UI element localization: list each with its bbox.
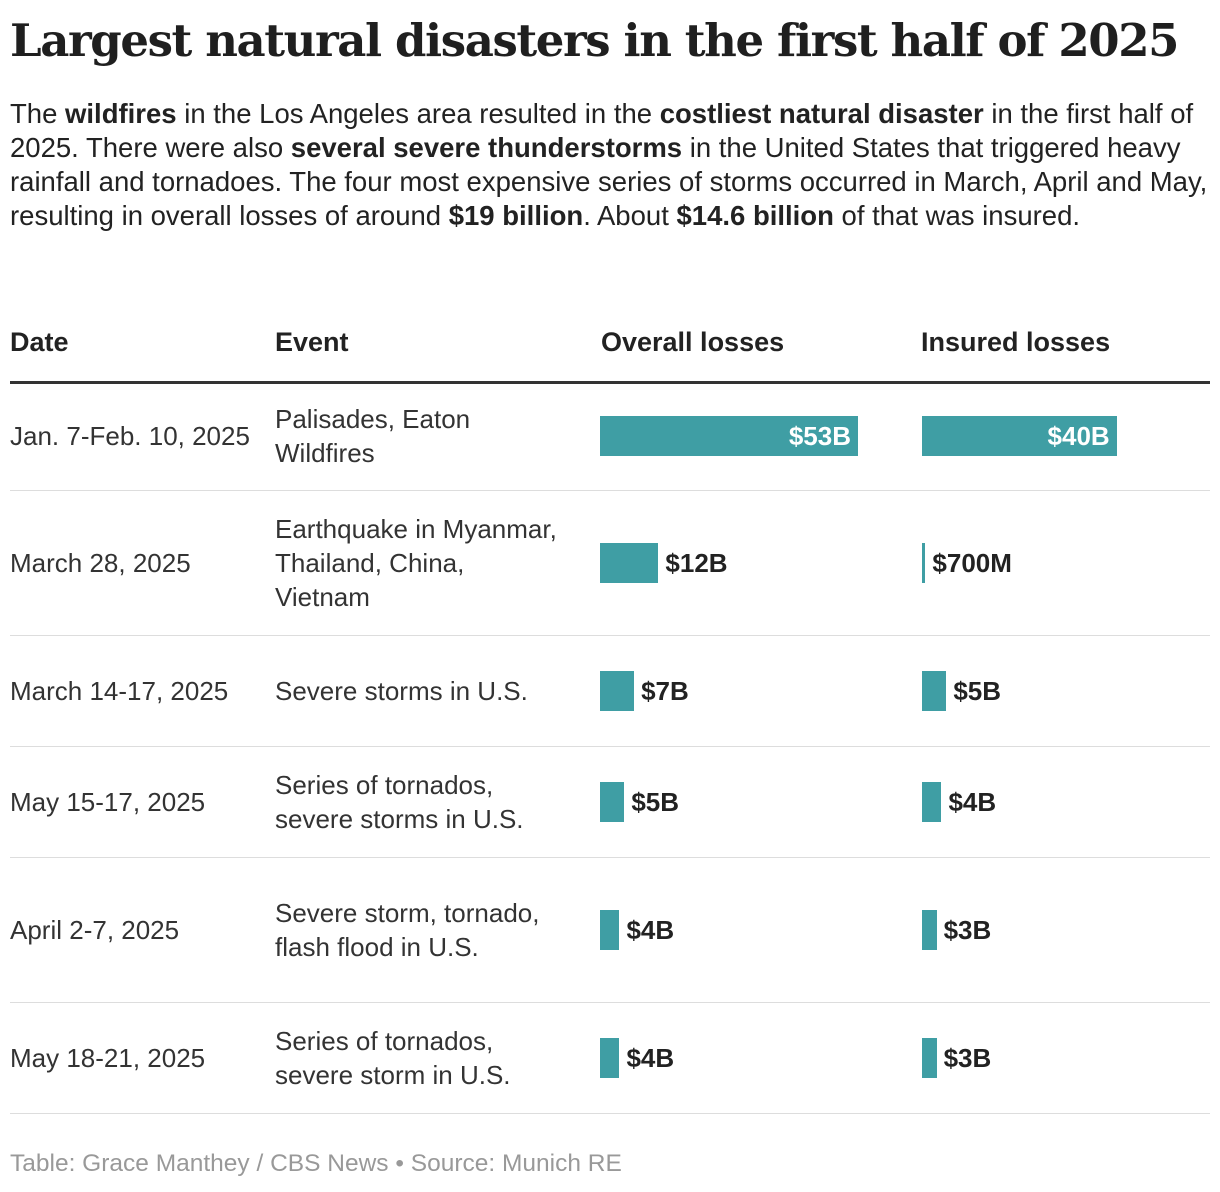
column-header-event: Event [275,327,349,357]
insured-loss-bar [922,671,947,711]
overall-loss-label: $4B [626,914,675,945]
insured-loss-bar: $40B [922,416,1117,456]
intro-text: in the Los Angeles area resulted in the [176,98,660,129]
overall-loss-bar [600,782,625,822]
intro-text: of that was insured. [833,200,1081,231]
intro-text: in the first half of 2025. There were al… [10,98,1194,163]
row-date: Jan. 7-Feb. 10, 2025 [10,421,250,451]
row-date: May 15-17, 2025 [10,787,206,817]
insured-losses-cell: $5B [922,636,1212,746]
insured-loss-bar [922,543,926,583]
overall-losses-cell: $4B [600,858,890,1002]
row-event: Series of tornados, severe storm in U.S. [275,1026,511,1090]
intro-text: in the United States that triggered heav… [10,132,1208,231]
insured-losses-cell: $3B [922,858,1212,1002]
intro-text: The [10,98,66,129]
insured-losses-cell: $700M [922,491,1212,635]
table-row: April 2-7, 2025 Severe storm, tornado, fl… [10,858,1210,1003]
insured-losses-cell: $40B [922,382,1212,490]
table-body: Jan. 7-Feb. 10, 2025 Palisades, Eaton Wil… [10,382,1210,1114]
row-event: Palisades, Eaton Wildfires [275,404,471,468]
column-header-overall: Overall losses [601,327,785,357]
column-header-date: Date [10,327,69,357]
table-row: March 28, 2025 Earthquake in Myanmar, Tha… [10,491,1210,636]
insured-loss-label: $700M [932,547,1012,578]
intro-paragraph: The wildfires in the Los Angeles area re… [10,97,1215,233]
table-row: Jan. 7-Feb. 10, 2025 Palisades, Eaton Wil… [10,382,1210,491]
row-date: May 18-21, 2025 [10,1043,206,1073]
overall-loss-label: $53B [788,421,851,451]
intro-highlight: $14.6 billion [676,200,834,231]
overall-loss-bar [600,1038,620,1078]
overall-loss-label: $5B [631,786,680,817]
overall-losses-cell: $7B [600,636,890,746]
row-date: April 2-7, 2025 [10,915,180,945]
insured-loss-bar [922,910,937,950]
insured-losses-cell: $4B [922,747,1212,857]
insured-loss-label: $40B [1047,421,1110,451]
column-header-insured: Insured losses [921,327,1111,357]
insured-loss-label: $5B [953,675,1002,706]
chart-title: Largest natural disasters in the first h… [10,14,1179,67]
insured-loss-bar [922,782,942,822]
table-row: May 18-21, 2025 Series of tornados, sever… [10,1003,1210,1114]
overall-loss-bar [600,543,659,583]
insured-loss-label: $3B [943,1042,992,1073]
table-header: Date Event Overall losses Insured losses [10,327,1210,384]
overall-loss-label: $7B [641,675,689,706]
row-event: Earthquake in Myanmar, Thailand, China, … [275,514,557,612]
intro-text: . About [583,200,677,231]
insured-loss-bar [922,1038,937,1078]
overall-loss-label: $4B [626,1042,675,1073]
source-footer: Table: Grace Manthey / CBS News • Source… [10,1150,622,1177]
intro-highlight: costliest natural disaster [659,98,984,129]
row-event: Severe storms in U.S. [275,676,528,706]
overall-loss-label: $12B [665,547,728,578]
overall-loss-bar [600,910,620,950]
table-row: March 14-17, 2025 Severe storms in U.S. $7… [10,636,1210,747]
table-row: May 15-17, 2025 Series of tornados, sever… [10,747,1210,858]
row-event: Series of tornados, severe storms in U.S… [275,770,524,834]
intro-highlight: several severe thunderstorms [290,132,683,163]
overall-losses-cell: $53B [600,382,890,490]
overall-loss-bar: $53B [600,416,858,456]
insured-loss-label: $3B [943,914,992,945]
overall-losses-cell: $5B [600,747,890,857]
overall-loss-bar [600,671,635,711]
intro-highlight: $19 billion [448,200,584,231]
row-date: March 14-17, 2025 [10,676,229,706]
intro-highlight: wildfires [65,98,177,129]
overall-losses-cell: $12B [600,491,890,635]
insured-losses-cell: $3B [922,1003,1212,1113]
overall-losses-cell: $4B [600,1003,890,1113]
row-event: Severe storm, tornado, flash flood in U.… [275,898,540,962]
row-date: March 28, 2025 [10,548,191,578]
insured-loss-label: $4B [948,786,997,817]
